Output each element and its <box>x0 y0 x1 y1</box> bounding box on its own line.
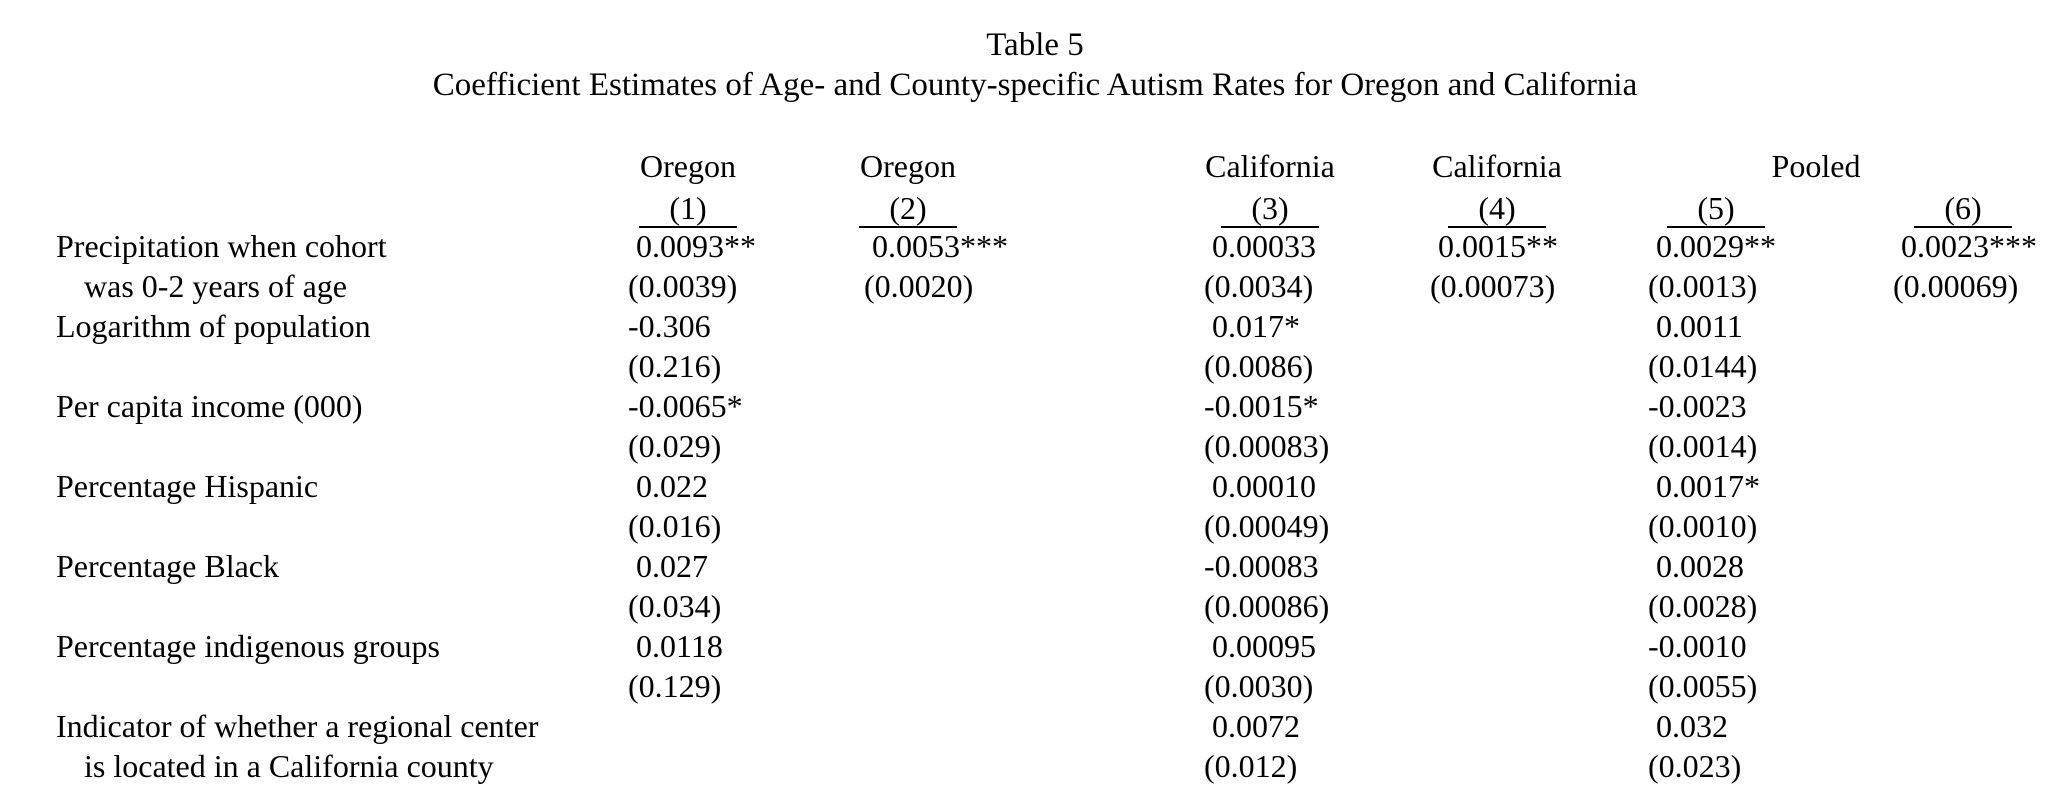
coefficient-cell: 0.00010 <box>1212 468 1316 504</box>
standard-error-cell: (0.0086) <box>1204 348 1314 384</box>
standard-error-cell: (0.034) <box>628 588 722 624</box>
table-title: Table 5 <box>986 27 1084 63</box>
coefficient-cell: 0.00033 <box>1212 228 1316 264</box>
coefficient-cell: 0.0028 <box>1656 548 1744 584</box>
row-label-continued: was 0-2 years of age <box>84 268 347 304</box>
coefficient-cell: 0.0072 <box>1212 708 1300 744</box>
pooled-group-label: Pooled <box>1771 148 1861 184</box>
coefficient-cell: 0.00095 <box>1212 628 1316 664</box>
standard-error-cell: (0.029) <box>628 428 722 464</box>
row-label: Percentage Black <box>56 548 279 584</box>
row-label: Indicator of whether a regional center <box>56 708 539 744</box>
coefficient-cell: 0.0015** <box>1438 228 1558 264</box>
column-header-number: (2) <box>808 188 1008 228</box>
coefficient-cell: 0.0023*** <box>1901 228 2037 264</box>
column-number: (4) <box>1448 190 1546 228</box>
column-number: (6) <box>1914 190 2012 228</box>
standard-error-cell: (0.216) <box>628 348 722 384</box>
row-label: Percentage indigenous groups <box>56 628 440 664</box>
standard-error-cell: (0.012) <box>1204 748 1298 784</box>
coefficient-cell: 0.0093** <box>636 228 756 264</box>
column-number: (1) <box>639 190 737 228</box>
standard-error-cell: (0.0020) <box>864 268 974 304</box>
coefficient-cell: 0.0053*** <box>872 228 1008 264</box>
coefficient-cell: 0.0011 <box>1656 308 1743 344</box>
standard-error-cell: (0.00086) <box>1204 588 1330 624</box>
standard-error-cell: (0.0055) <box>1648 668 1758 704</box>
column-header-number: (4) <box>1397 188 1597 228</box>
coefficient-cell: 0.017* <box>1212 308 1300 344</box>
standard-error-cell: (0.129) <box>628 668 722 704</box>
coefficient-cell: 0.027 <box>636 548 708 584</box>
standard-error-cell: (0.0010) <box>1648 508 1758 544</box>
standard-error-cell: (0.023) <box>1648 748 1742 784</box>
column-number: (5) <box>1667 190 1765 228</box>
row-label: Percentage Hispanic <box>56 468 319 504</box>
table-subtitle: Coefficient Estimates of Age- and County… <box>432 67 1638 103</box>
column-header-number: (5) <box>1616 188 1816 228</box>
row-label: Logarithm of population <box>56 308 371 344</box>
standard-error-cell: (0.0028) <box>1648 588 1758 624</box>
standard-error-cell: (0.0030) <box>1204 668 1314 704</box>
standard-error-cell: (0.0014) <box>1648 428 1758 464</box>
coefficient-cell: -0.0023 <box>1648 388 1747 424</box>
row-label: Per capita income (000) <box>56 388 363 424</box>
column-header-number: (1) <box>588 188 788 228</box>
coefficient-cell: 0.0017* <box>1656 468 1760 504</box>
coefficient-cell: -0.0065* <box>628 388 743 424</box>
coefficient-cell: -0.00083 <box>1204 548 1319 584</box>
standard-error-cell: (0.00049) <box>1204 508 1330 544</box>
standard-error-cell: (0.00069) <box>1893 268 2019 304</box>
coefficient-cell: 0.032 <box>1656 708 1728 744</box>
standard-error-cell: (0.016) <box>628 508 722 544</box>
coefficient-cell: 0.0029** <box>1656 228 1776 264</box>
coefficient-cell: -0.0015* <box>1204 388 1319 424</box>
column-header-state: Oregon <box>860 148 956 184</box>
standard-error-cell: (0.0144) <box>1648 348 1758 384</box>
standard-error-cell: (0.0013) <box>1648 268 1758 304</box>
column-header-state: California <box>1432 148 1562 184</box>
standard-error-cell: (0.00083) <box>1204 428 1330 464</box>
row-label-continued: is located in a California county <box>84 748 494 784</box>
column-number: (2) <box>859 190 957 228</box>
column-number: (3) <box>1221 190 1319 228</box>
column-header-state: Oregon <box>640 148 736 184</box>
standard-error-cell: (0.00073) <box>1430 268 1556 304</box>
column-header-number: (3) <box>1170 188 1370 228</box>
column-header-state: California <box>1205 148 1335 184</box>
coefficient-cell: 0.022 <box>636 468 708 504</box>
row-label: Precipitation when cohort <box>56 228 387 264</box>
coefficient-cell: -0.0010 <box>1648 628 1747 664</box>
coefficient-cell: -0.306 <box>628 308 711 344</box>
column-header-number: (6) <box>1863 188 2063 228</box>
standard-error-cell: (0.0034) <box>1204 268 1314 304</box>
standard-error-cell: (0.0039) <box>628 268 738 304</box>
coefficient-cell: 0.0118 <box>636 628 723 664</box>
